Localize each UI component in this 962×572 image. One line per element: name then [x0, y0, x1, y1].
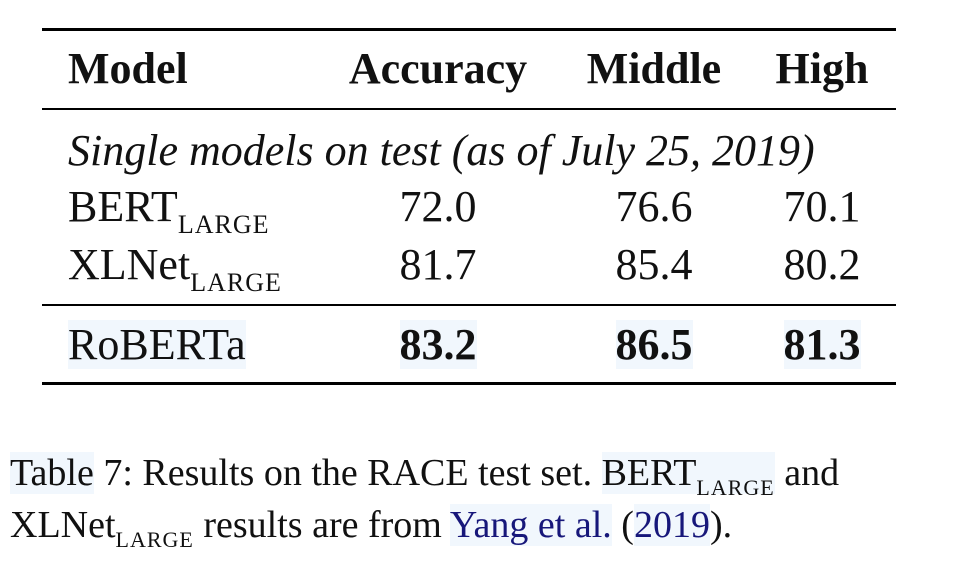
citation-open: ( [621, 504, 634, 546]
row-model-bert: BERTLARGE [68, 182, 270, 239]
row-bert-high: 70.1 [783, 182, 861, 231]
row-model-roberta: RoBERTa [68, 320, 246, 369]
caption-bert: BERTLARGE [601, 452, 775, 500]
row-model-xlnet: XLNetLARGE [68, 240, 282, 297]
caption-label: Table [10, 452, 94, 494]
row-xlnet-middle: 85.4 [615, 240, 693, 289]
citation-author-link[interactable]: Yang et al. [449, 504, 612, 546]
header-middle: Middle [586, 44, 722, 93]
citation-year-link[interactable]: 2019 [633, 504, 710, 546]
caption-line-1: Table 7: Results on the RACE test set. B… [10, 448, 839, 503]
citation-close: ). [709, 504, 733, 546]
row-roberta-middle: 86.5 [615, 320, 693, 369]
caption-line-2: XLNetLARGE results are from Yang et al. … [10, 500, 732, 555]
header-model: Model [68, 44, 188, 93]
bottom-rule [42, 382, 896, 385]
caption-number: 7 [103, 452, 123, 494]
caption-and: and [784, 452, 840, 494]
row-roberta-high: 81.3 [783, 320, 861, 369]
caption-text-2: results are from [203, 504, 442, 546]
caption-xlnet: XLNetLARGE [10, 504, 194, 552]
row-bert-accuracy: 72.0 [399, 182, 477, 231]
row-bert-middle: 76.6 [615, 182, 693, 231]
top-rule [42, 28, 896, 31]
row-xlnet-high: 80.2 [783, 240, 861, 289]
header-accuracy: Accuracy [348, 44, 528, 93]
header-high: High [775, 44, 869, 93]
mid-rule [42, 304, 896, 306]
section-label: Single models on test (as of July 25, 20… [68, 126, 815, 175]
row-roberta-accuracy: 83.2 [399, 320, 477, 369]
row-xlnet-accuracy: 81.7 [399, 240, 477, 289]
caption-text: : Results on the RACE test set. [122, 452, 593, 494]
header-rule [42, 108, 896, 110]
